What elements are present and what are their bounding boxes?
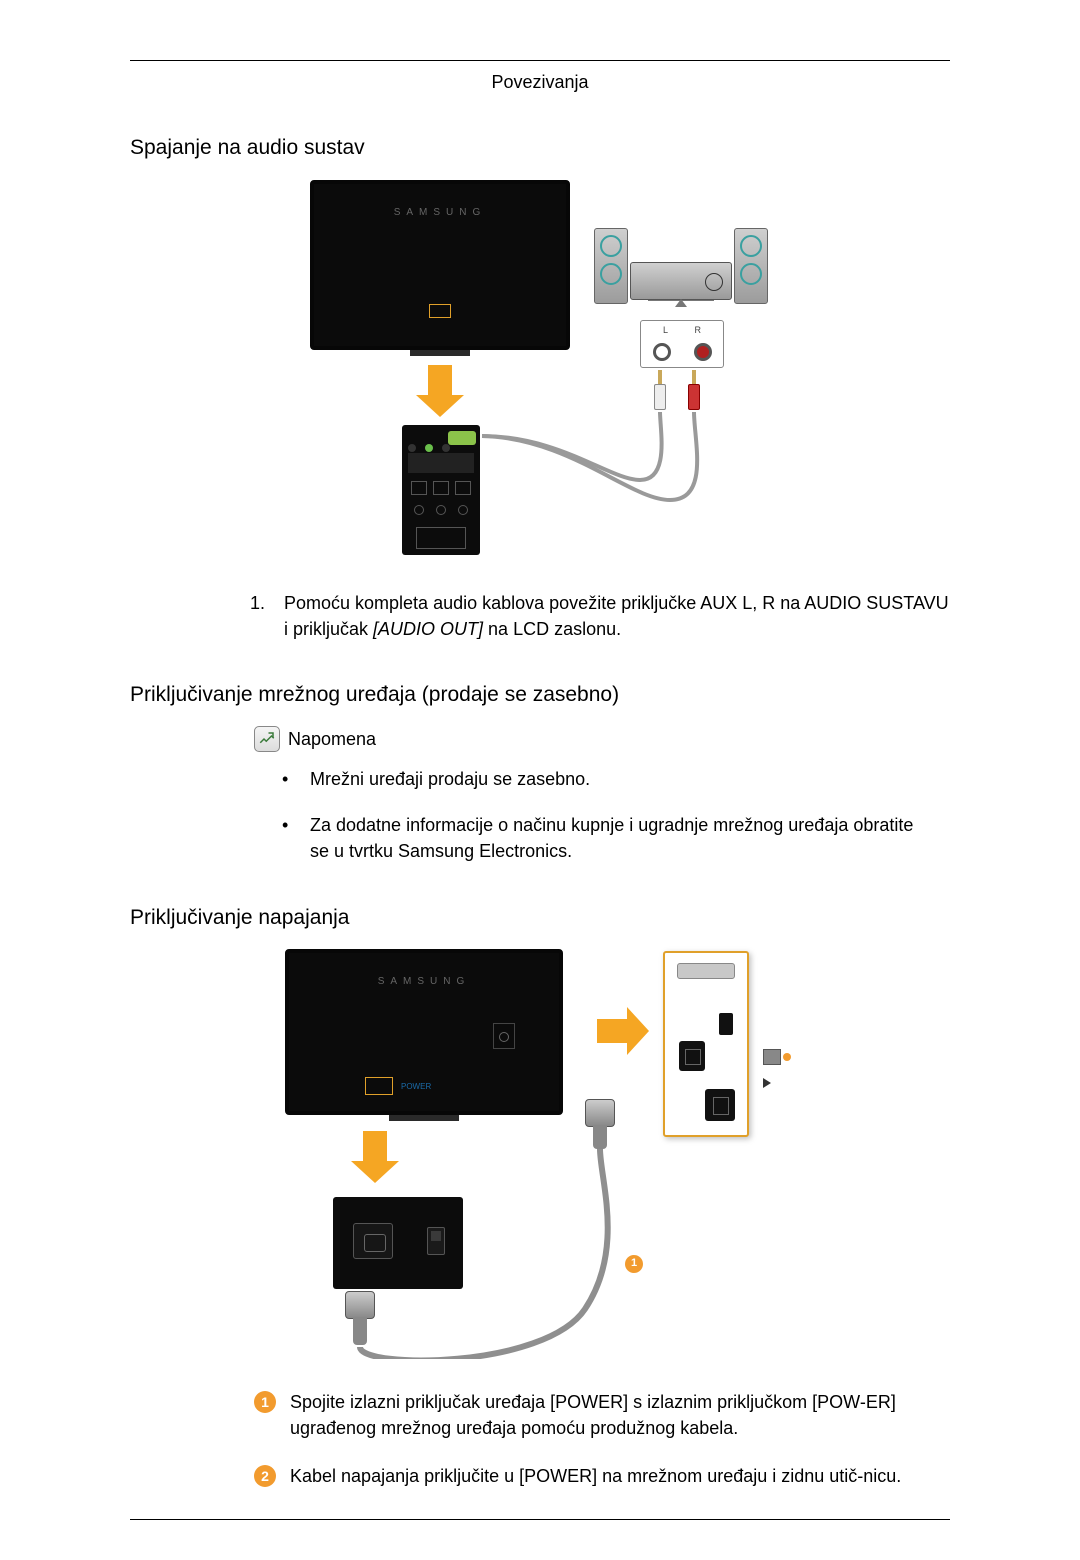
rca-label-r: R: [695, 324, 702, 337]
bottom-rule: [130, 1519, 950, 1520]
power-connector-b: [585, 1099, 615, 1127]
bullet-item: • Mrežni uređaji prodaju se zasebno.: [282, 766, 930, 792]
diagram-badge-1: 1: [625, 1255, 643, 1273]
audio-step-text-b: na LCD zaslonu.: [483, 619, 621, 639]
tv-back-panel: SAMSUNG: [310, 180, 570, 350]
section-title-network: Priključivanje mrežnog uređaja (prodaje …: [130, 680, 950, 710]
rca-plug-white: [654, 370, 666, 410]
figure-power: SAMSUNG POWER: [130, 949, 950, 1359]
top-rule: [130, 60, 950, 61]
step-badge-2: 2: [254, 1465, 276, 1487]
section-title-power: Priključivanje napajanja: [130, 903, 950, 933]
tv-brand-label-2: SAMSUNG: [378, 975, 471, 990]
bullet-text-0: Mrežni uređaji prodaju se zasebno.: [310, 766, 590, 792]
network-device-box: [663, 951, 749, 1137]
note-label: Napomena: [288, 726, 376, 752]
power-panel-zoom: [333, 1197, 463, 1289]
rca-label-l: L: [663, 324, 668, 337]
list-number: 1.: [250, 590, 284, 642]
page-header: Povezivanja: [130, 69, 950, 95]
audio-step-text-italic: [AUDIO OUT]: [373, 619, 483, 639]
audio-step-1: 1. Pomoću kompleta audio kablova povežit…: [250, 590, 950, 642]
power-port-highlight: [365, 1077, 393, 1095]
section-title-audio: Spajanje na audio sustav: [130, 133, 950, 163]
bullet-item: • Za dodatne informacije o načinu kupnje…: [282, 812, 930, 864]
bullet-text-1: Za dodatne informacije o načinu kupnje i…: [310, 812, 930, 864]
tv-stand: [410, 350, 470, 356]
figure-audio: SAMSUNG L: [130, 180, 950, 560]
rca-input-panel: L R: [640, 320, 724, 368]
tv-port-highlight: [429, 304, 451, 318]
speaker-left: [594, 228, 628, 304]
note-block: Napomena: [254, 726, 950, 752]
power-step-1: 1 Spojite izlazni priključak uređaja [PO…: [254, 1389, 930, 1441]
step-badge-1: 1: [254, 1391, 276, 1413]
power-step-text-2: Kabel napajanja priključite u [POWER] na…: [290, 1463, 901, 1489]
port-panel-zoom: [402, 425, 480, 555]
tv-back-panel-2: SAMSUNG POWER: [285, 949, 563, 1115]
note-icon: [254, 726, 280, 752]
power-step-text-1: Spojite izlazni priključak uređaja [POWE…: [290, 1389, 930, 1441]
power-connector-a: [343, 1291, 377, 1347]
audio-out-jack: [448, 431, 476, 445]
tv-brand-label: SAMSUNG: [394, 206, 487, 221]
wall-outlet-icon: [763, 1043, 793, 1063]
audio-receiver: [630, 262, 732, 300]
power-label: POWER: [401, 1081, 431, 1093]
rca-plug-red: [688, 370, 700, 410]
power-step-2: 2 Kabel napajanja priključite u [POWER] …: [254, 1463, 930, 1489]
speaker-right: [734, 228, 768, 304]
